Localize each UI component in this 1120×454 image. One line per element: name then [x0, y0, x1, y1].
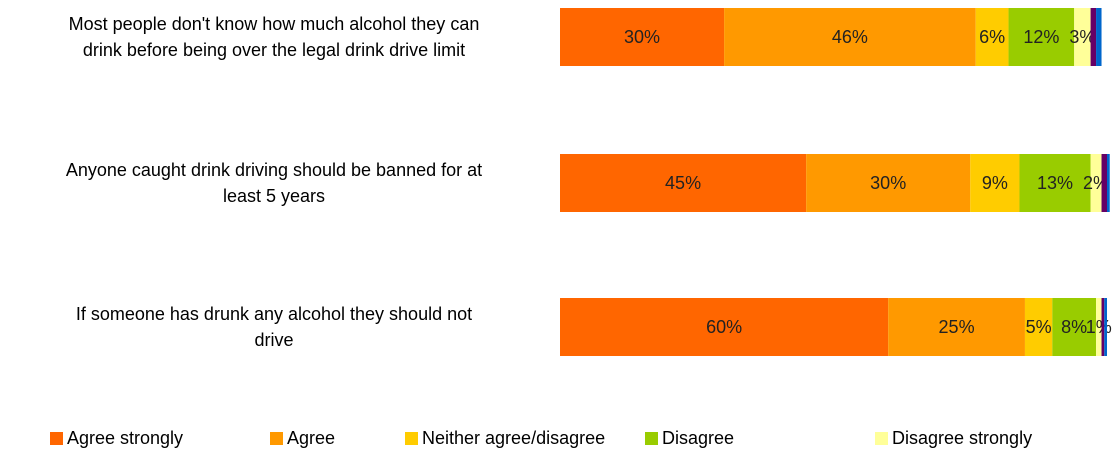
bar-segment	[1101, 298, 1105, 356]
category-label: Anyone caught drink driving should be ba…	[0, 157, 548, 209]
chart-plot: 30% 46% 6% 12% 3%45% 30% 9% 13% 2%60% 25% 5% 8%1%	[560, 8, 1112, 356]
data-label: 25%	[939, 317, 975, 337]
data-label: 3%	[1069, 27, 1095, 47]
data-label: 45%	[665, 173, 701, 193]
bar-segment	[1052, 298, 1097, 356]
data-label: 30%	[624, 27, 660, 47]
legend-label: Agree	[287, 428, 336, 448]
data-label: 6%	[979, 27, 1005, 47]
data-label: 30%	[870, 173, 906, 193]
data-label: 5%	[1026, 317, 1052, 337]
data-label: 60%	[706, 317, 742, 337]
bar-segment	[1074, 8, 1091, 66]
legend-label: Disagree	[662, 428, 735, 448]
bar-segment	[1107, 154, 1110, 212]
legend-item: Agree	[270, 428, 335, 449]
legend-item: Disagree	[645, 428, 734, 449]
bar-segment	[1019, 154, 1091, 212]
bar-segment	[975, 8, 1009, 66]
legend-swatch	[50, 432, 63, 445]
bar-segment	[888, 298, 1025, 356]
category-label: If someone has drunk any alcohol they sh…	[0, 301, 548, 353]
category-label-line: drink before being over the legal drink …	[82, 40, 466, 60]
legend-swatch	[270, 432, 283, 445]
category-label-line: Most people don't know how much alcohol …	[68, 14, 480, 34]
bar-segment	[970, 154, 1020, 212]
data-label: 8%	[1061, 317, 1087, 337]
legend-swatch	[875, 432, 888, 445]
legend-swatch	[645, 432, 658, 445]
data-label: 46%	[832, 27, 868, 47]
legend-swatch	[405, 432, 418, 445]
legend-label: Agree strongly	[67, 428, 184, 448]
bar-segment	[724, 8, 976, 66]
bar-segment	[1008, 8, 1075, 66]
bar-segment	[1104, 298, 1107, 356]
data-label: 13%	[1037, 173, 1073, 193]
bar-segment	[560, 8, 725, 66]
bar-segment	[560, 154, 807, 212]
category-label-line: least 5 years	[222, 186, 326, 206]
data-label: 1%	[1086, 317, 1112, 337]
chart-legend: Agree strongly Agree Neither agree/disagre…	[0, 428, 1120, 454]
legend-item: Agree strongly	[50, 428, 183, 449]
bar-segment	[1024, 298, 1053, 356]
data-label: 9%	[982, 173, 1008, 193]
legend-label: Neither agree/disagree	[422, 428, 606, 448]
category-label: Most people don't know how much alcohol …	[0, 11, 548, 63]
category-label-line: Anyone caught drink driving should be ba…	[65, 160, 483, 180]
legend-item: Neither agree/disagree	[405, 428, 605, 449]
bar-segment	[1096, 8, 1102, 66]
data-label: 12%	[1023, 27, 1059, 47]
bar-segment	[806, 154, 971, 212]
bar-segment	[1090, 154, 1102, 212]
bar-segment	[1096, 298, 1102, 356]
category-label-line: If someone has drunk any alcohol they sh…	[75, 304, 473, 324]
category-label-line: drive	[254, 330, 294, 350]
bar-segment	[1101, 154, 1107, 212]
bar-segment	[1090, 8, 1097, 66]
legend-item: Disagree strongly	[875, 428, 1032, 449]
bar-segment	[560, 298, 889, 356]
legend-label: Disagree strongly	[892, 428, 1033, 448]
